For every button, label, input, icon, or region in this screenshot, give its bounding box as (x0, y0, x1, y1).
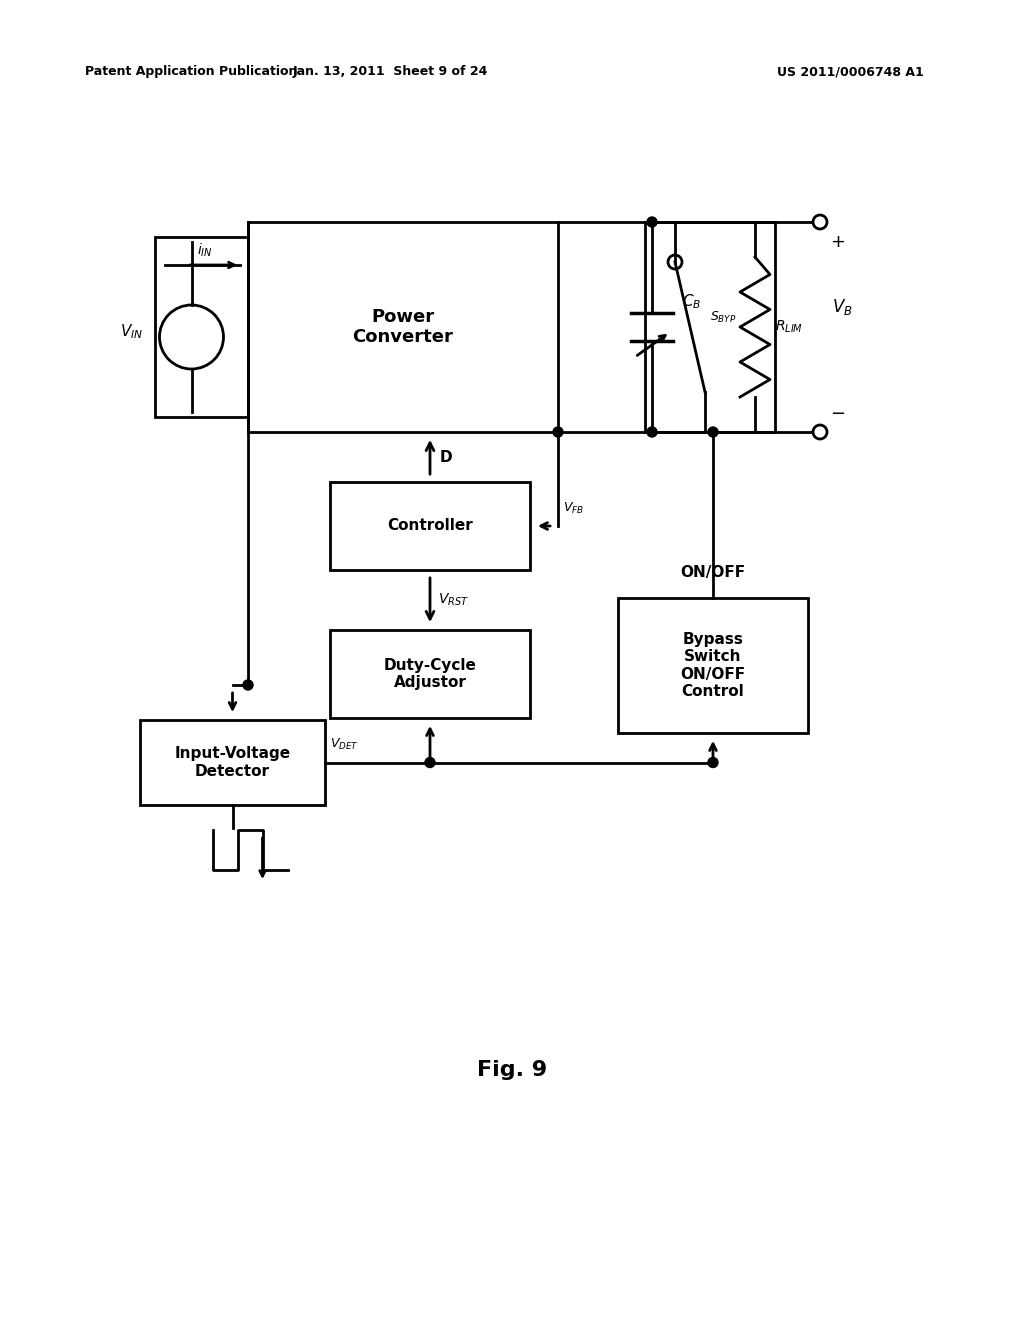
Text: ON/OFF: ON/OFF (680, 565, 745, 581)
Bar (330, 482, 530, 570)
Text: US 2011/0006748 A1: US 2011/0006748 A1 (776, 66, 924, 78)
Bar (140, 719, 325, 805)
Circle shape (813, 425, 827, 440)
Text: Input-Voltage
Detector: Input-Voltage Detector (174, 746, 291, 779)
Bar (330, 630, 530, 718)
Text: +: + (830, 234, 845, 251)
Circle shape (708, 426, 718, 437)
Circle shape (647, 426, 657, 437)
Text: $i_{IN}$: $i_{IN}$ (197, 242, 213, 259)
Bar (645, 222, 775, 432)
Text: Jan. 13, 2011  Sheet 9 of 24: Jan. 13, 2011 Sheet 9 of 24 (292, 66, 487, 78)
Text: Duty-Cycle
Adjustor: Duty-Cycle Adjustor (384, 657, 476, 690)
Text: Bypass
Switch
ON/OFF
Control: Bypass Switch ON/OFF Control (680, 632, 745, 700)
Bar (248, 222, 558, 432)
Text: $V_{IN}$: $V_{IN}$ (120, 322, 143, 342)
Text: Power
Converter: Power Converter (352, 308, 454, 346)
Text: $S_{BYP}$: $S_{BYP}$ (710, 309, 736, 325)
Circle shape (813, 215, 827, 228)
Text: $V_{RST}$: $V_{RST}$ (438, 591, 469, 609)
Circle shape (425, 758, 435, 767)
Circle shape (647, 216, 657, 227)
Text: D: D (440, 450, 453, 465)
Circle shape (553, 426, 563, 437)
Text: Patent Application Publication: Patent Application Publication (85, 66, 297, 78)
Text: $V_{DET}$: $V_{DET}$ (330, 737, 358, 752)
Circle shape (708, 758, 718, 767)
Text: $-$: $-$ (830, 403, 845, 421)
Text: $V_{FB}$: $V_{FB}$ (563, 500, 584, 516)
Text: Controller: Controller (387, 519, 473, 533)
Bar (155, 238, 248, 417)
Bar (618, 598, 808, 733)
Text: Fig. 9: Fig. 9 (477, 1060, 547, 1080)
Text: $R_{LIM}$: $R_{LIM}$ (775, 319, 803, 335)
Text: $C_B$: $C_B$ (682, 293, 701, 312)
Circle shape (243, 680, 253, 690)
Text: $V_B$: $V_B$ (831, 297, 853, 317)
